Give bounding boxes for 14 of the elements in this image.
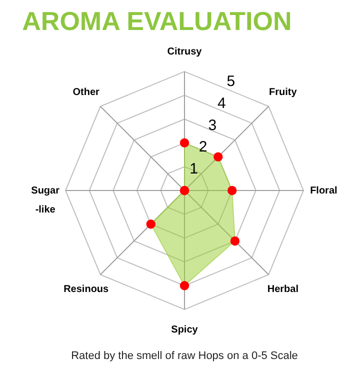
y-tick-label: 5 [226, 73, 236, 90]
spoke-label: Herbal [267, 284, 299, 295]
spoke-label: Fruity [269, 87, 298, 98]
y-tick-label: 3 [208, 116, 217, 134]
chart-title: AROMA EVALUATION [22, 6, 292, 36]
text: Rated by the smell of raw Hops on a 0-5 Scale [71, 350, 298, 362]
y-tick-label: 4 [218, 94, 226, 112]
spoke-label: Other [72, 87, 100, 98]
spoke-label: Spicy [171, 324, 198, 336]
spoke-label: Sugar -like [31, 186, 60, 216]
spoke-label: Floral [310, 186, 338, 196]
spoke-label: Citrusy [167, 46, 202, 58]
spoke-label: Resinous [64, 284, 110, 295]
y-tick-label: 1 [190, 160, 198, 178]
